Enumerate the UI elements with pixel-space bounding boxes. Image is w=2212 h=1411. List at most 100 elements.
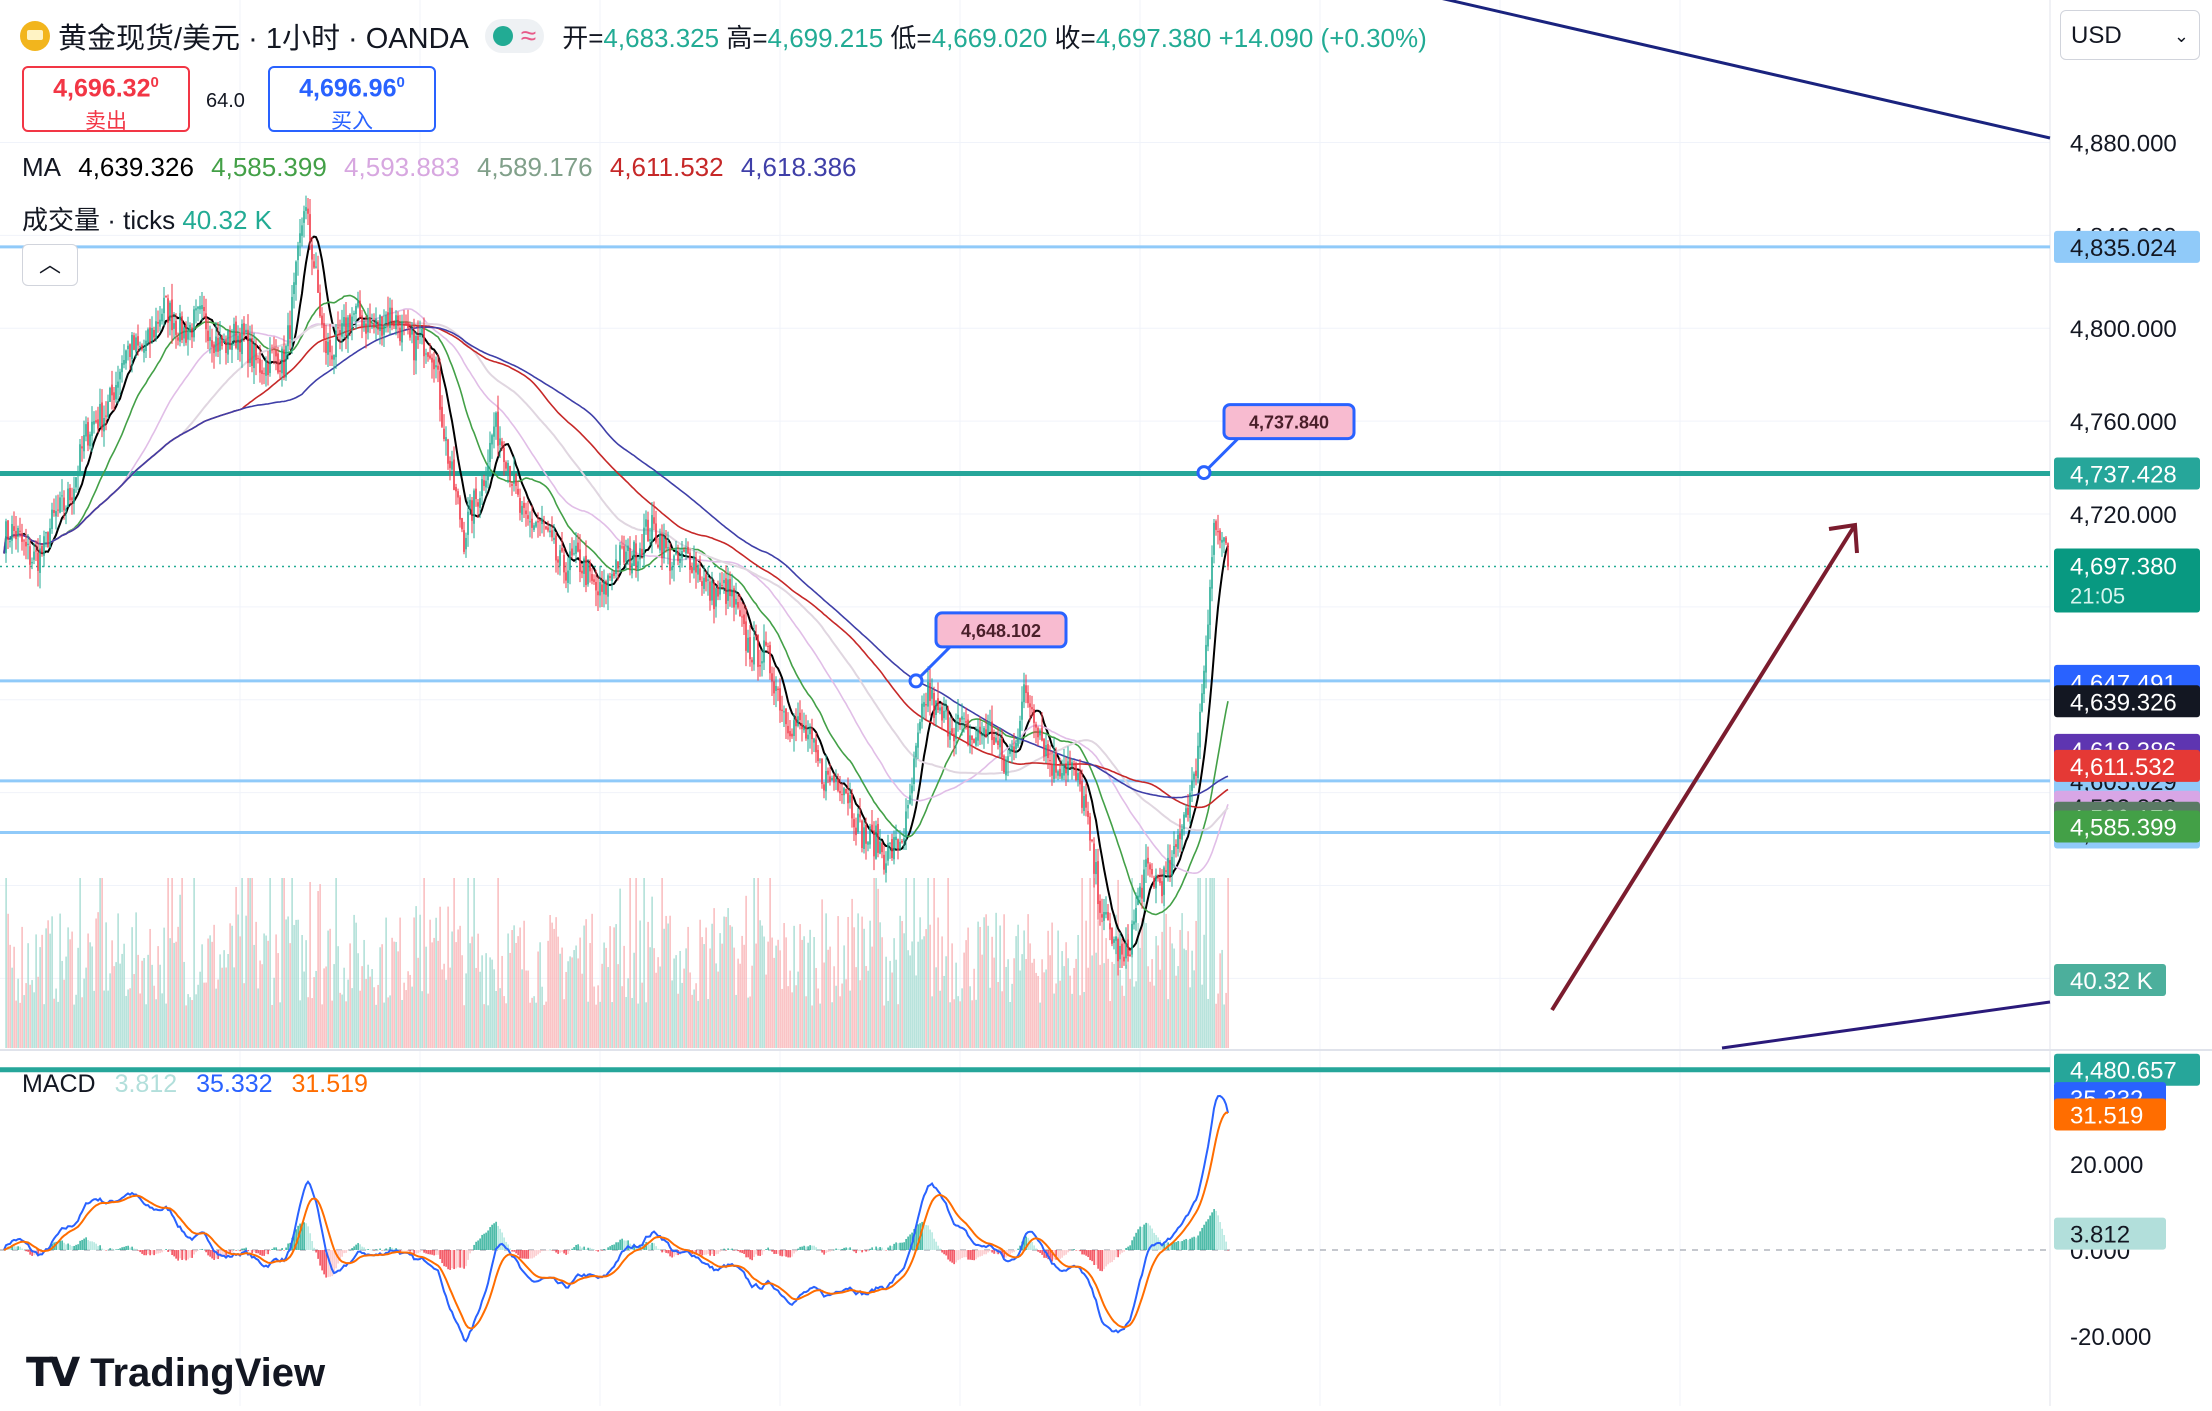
volume-bar-492	[987, 925, 989, 1048]
macd-hist-bar-240	[483, 1233, 485, 1250]
buy-button[interactable]: 4,696.960 买入	[268, 66, 436, 133]
candle-body-81	[165, 295, 167, 297]
volume-bar-533	[1069, 975, 1071, 1048]
candle-body-339	[681, 550, 683, 559]
candle-body-390	[783, 711, 785, 713]
collapse-legend-button[interactable]: ︿	[22, 244, 78, 286]
macd-hist-bar-32	[67, 1243, 69, 1250]
sell-button[interactable]: 4,696.320 卖出	[22, 66, 190, 133]
candle-body-304	[611, 573, 613, 582]
candle-body-364	[731, 589, 733, 597]
candle-body-330	[663, 536, 665, 558]
candle-body-366	[735, 598, 737, 605]
macd-hist-bar-489	[981, 1250, 983, 1256]
macd-hist-bar-399	[801, 1246, 803, 1250]
volume-bar-588	[1179, 929, 1181, 1048]
macd-hist-bar-253	[509, 1248, 511, 1250]
volume-bar-323	[649, 947, 651, 1048]
candle-body-260	[523, 502, 525, 508]
ma-tag-3-bg	[2054, 749, 2200, 782]
volume-bar-130	[263, 933, 265, 1048]
macd-hist-bar-537	[1077, 1250, 1079, 1251]
candle-body-526	[1055, 752, 1057, 773]
currency-select[interactable]: USD ⌄	[2060, 10, 2200, 60]
volume-bar-214	[431, 942, 433, 1048]
volume-bar-420	[843, 945, 845, 1048]
candle-body-130	[263, 373, 265, 375]
candle-body-303	[609, 576, 611, 578]
macd-hist-bar-478	[959, 1250, 961, 1260]
macd-hist-bar-74	[151, 1250, 153, 1255]
candle-body-264	[531, 518, 533, 528]
volume-bar-127	[257, 988, 259, 1048]
volume-bar-217	[437, 940, 439, 1048]
volume-bar-586	[1175, 975, 1177, 1048]
candle-body-387	[777, 688, 779, 691]
candle-body-473	[949, 730, 951, 740]
volume-bar-598	[1199, 878, 1201, 1048]
macd-legend[interactable]: MACD 3.812 35.332 31.519	[22, 1070, 380, 1099]
candle-body-476	[955, 722, 957, 740]
candle-body-20	[43, 536, 45, 556]
macd-hist-bar-160	[323, 1250, 325, 1275]
macd-hist-bar-113	[229, 1250, 231, 1254]
candle-body-600	[1203, 670, 1205, 695]
volume-legend[interactable]: 成交量 · ticks 40.32 K	[22, 200, 272, 237]
volume-bar-19	[41, 934, 43, 1048]
candle-body-5	[13, 526, 15, 531]
macd-hist-bar-527	[1057, 1250, 1059, 1260]
candle-body-2	[7, 520, 9, 540]
volume-bar-53	[109, 973, 111, 1048]
macd-hist-bar-227	[457, 1250, 459, 1268]
ma-line-6	[3, 326, 1229, 799]
candle-body-240	[483, 480, 485, 486]
volume-bar-388	[779, 950, 781, 1048]
volume-bar-52	[107, 990, 109, 1048]
volume-bar-539	[1081, 878, 1083, 1048]
macd-hist-bar-516	[1035, 1248, 1037, 1250]
candle-body-595	[1193, 773, 1195, 780]
macd-hist-bar-282	[567, 1250, 569, 1255]
macd-hist-bar-249	[501, 1232, 503, 1250]
market-status-pill[interactable]: ≈	[484, 19, 545, 53]
candle-body-33	[69, 487, 71, 501]
candle-body-417	[837, 779, 839, 791]
macd-hist-bar-8	[19, 1246, 21, 1250]
candle-body-572	[1147, 857, 1149, 864]
candle-body-548	[1099, 900, 1101, 913]
candle-body-173	[349, 314, 351, 331]
volume-bar-370	[743, 944, 745, 1048]
macd-hist-bar-173	[349, 1249, 351, 1251]
macd-hist-bar-209	[421, 1250, 423, 1251]
macd-hist-bar-551	[1105, 1250, 1107, 1267]
volume-bar-373	[749, 996, 751, 1048]
macd-hist-bar-234	[471, 1250, 473, 1251]
macd-hist-bar-228	[459, 1250, 461, 1268]
candle-body-146	[295, 261, 297, 285]
macd-hist-bar-530	[1063, 1250, 1065, 1256]
volume-bar-419	[841, 983, 843, 1048]
symbol-title[interactable]: 黄金现货/美元 · 1小时 · OANDA	[58, 23, 469, 55]
tradingview-logo[interactable]: 𝗧𝗩 TradingView	[26, 1350, 325, 1396]
macd-hist-bar-134	[271, 1248, 273, 1250]
macd-hist-bar-480	[963, 1250, 965, 1258]
volume-bar-528	[1059, 980, 1061, 1048]
macd-hist-bar-203	[409, 1250, 411, 1252]
candle-body-475	[953, 733, 955, 742]
candle-body-393	[789, 731, 791, 737]
candle-body-194	[391, 307, 393, 323]
volume-bar-575	[1153, 985, 1155, 1048]
volume-label: 成交量 · ticks	[22, 205, 176, 235]
macd-hist-bar-145	[293, 1233, 295, 1250]
ma-legend[interactable]: MA 4,639.326 4,585.399 4,593.883 4,589.1…	[22, 152, 867, 183]
candle-body-381	[765, 641, 767, 646]
macd-hist-value: 3.812	[114, 1070, 178, 1098]
volume-bar-410	[823, 962, 825, 1048]
candle-body-410	[823, 784, 825, 791]
candle-body-281	[565, 572, 567, 581]
candle-body-379	[761, 661, 763, 664]
volume-bar-58	[119, 963, 121, 1048]
level-tag-5: 4,480.657	[2070, 1058, 2177, 1085]
candle-body-361	[725, 578, 727, 604]
